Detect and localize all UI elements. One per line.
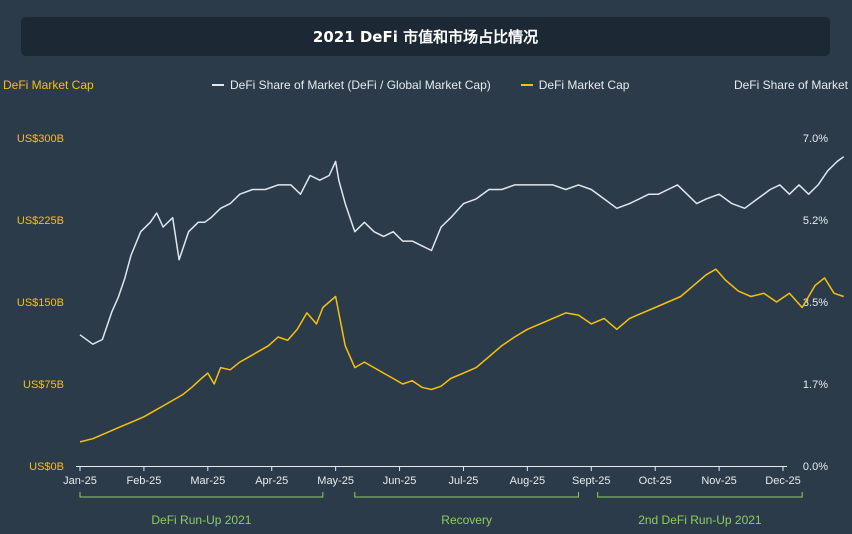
right-tick-label: 0.0% — [803, 461, 828, 473]
left-tick-label: US$150B — [17, 297, 64, 309]
left-tick-label: US$75B — [23, 379, 64, 391]
phase-label: DeFi Run-Up 2021 — [151, 513, 251, 527]
legend-label-share: DeFi Share of Market (DeFi / Global Mark… — [230, 78, 491, 92]
phase-label: Recovery — [441, 513, 492, 527]
x-tick-label: Oct-25 — [639, 475, 672, 487]
right-tick-label: 7.0% — [803, 133, 828, 145]
left-tick-label: US$300B — [17, 133, 64, 145]
right-tick-label: 3.5% — [803, 297, 828, 309]
legend-item-cap[interactable]: DeFi Market Cap — [520, 78, 630, 92]
x-tick-label: Feb-25 — [126, 475, 161, 487]
right-tick-label: 5.2% — [803, 215, 828, 227]
x-tick-label: Mar-25 — [190, 475, 225, 487]
legend-swatch-share — [212, 84, 224, 86]
x-tick-label: Jul-25 — [448, 475, 478, 487]
x-tick-label: Jan-25 — [63, 475, 97, 487]
phase-label: 2nd DeFi Run-Up 2021 — [638, 513, 762, 527]
x-tick-label: Sept-25 — [572, 475, 611, 487]
right-tick-label: 1.7% — [803, 379, 828, 391]
phase-bracket — [597, 492, 803, 498]
left-axis-title: DeFi Market Cap — [3, 78, 94, 92]
phase-bracket — [79, 492, 324, 498]
right-axis-title: DeFi Share of Market — [733, 78, 848, 92]
series-line-share — [79, 156, 845, 345]
chart-legend: DeFi Share of Market (DeFi / Global Mark… — [212, 78, 629, 92]
legend-swatch-cap — [520, 84, 533, 86]
x-tick-label: Nov-25 — [701, 475, 736, 487]
x-tick-label: May-25 — [317, 475, 354, 487]
legend-label-cap: DeFi Market Cap — [538, 78, 630, 92]
x-tick-label: Apr-25 — [255, 475, 288, 487]
left-tick-label: US$225B — [17, 215, 64, 227]
chart-title: 2021 DeFi 市值和市场占比情况 — [312, 28, 539, 46]
legend-item-share[interactable]: DeFi Share of Market (DeFi / Global Mark… — [212, 78, 491, 92]
series-line-market-cap — [79, 268, 844, 443]
chart-title-bar: 2021 DeFi 市值和市场占比情况 — [21, 17, 830, 56]
left-tick-label: US$0B — [29, 461, 64, 473]
x-tick-label: Dec-25 — [765, 475, 800, 487]
x-tick-label: Jun-25 — [383, 475, 417, 487]
phase-bracket — [354, 492, 579, 498]
x-tick-label: Aug-25 — [510, 475, 545, 487]
